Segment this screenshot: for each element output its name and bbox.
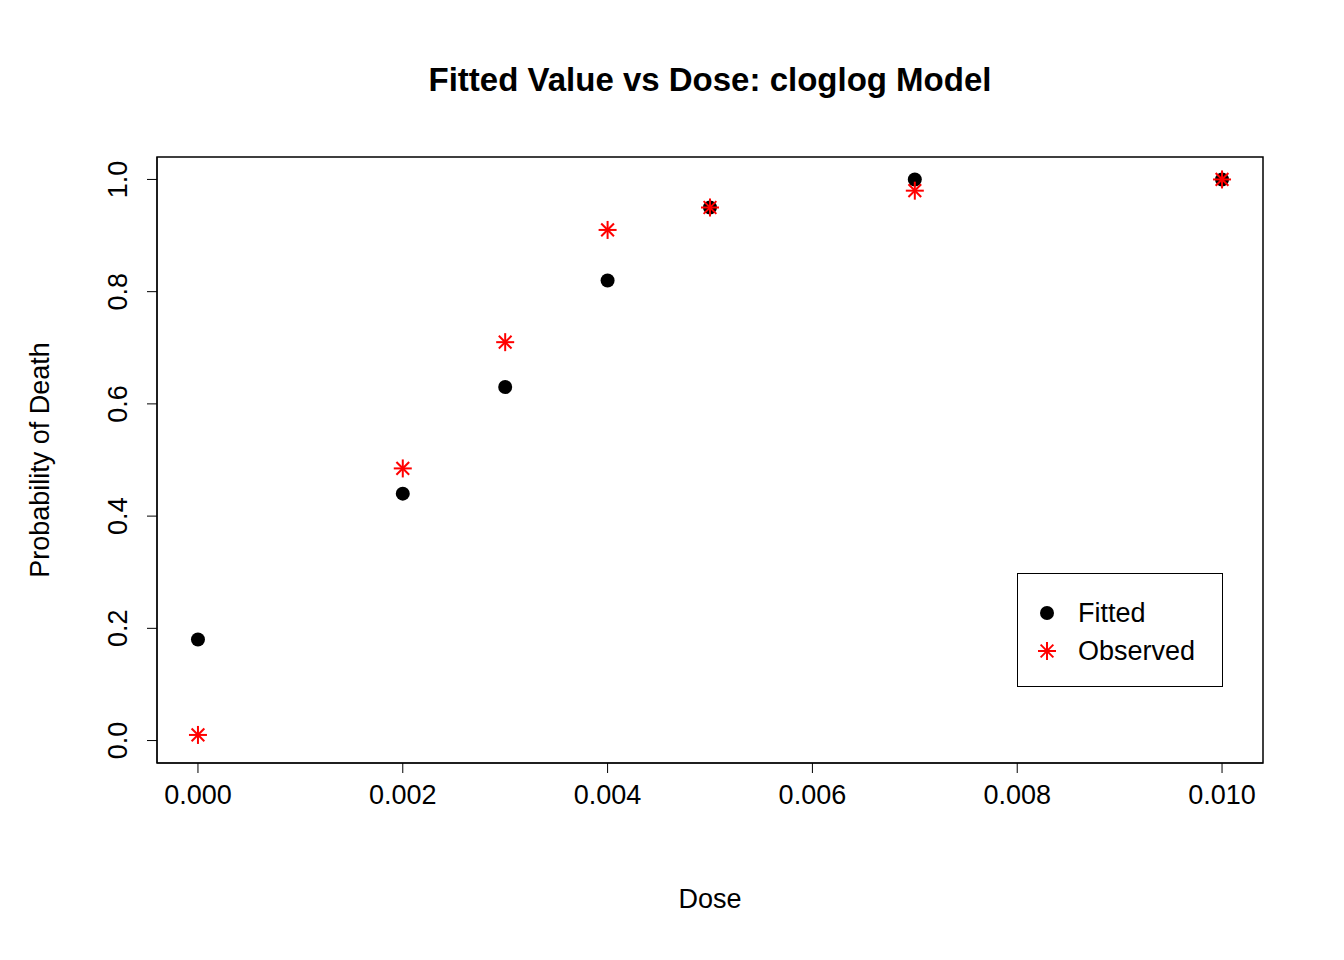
- html-text:Probability of Death: Probability of Death: [25, 342, 55, 578]
- svg-text:0.2: 0.2: [103, 610, 133, 648]
- svg-text:0.0: 0.0: [103, 722, 133, 760]
- svg-text:0.002: 0.002: [369, 780, 437, 810]
- html-text:Observed: Observed: [1078, 635, 1196, 666]
- svg-text:0.8: 0.8: [103, 273, 133, 311]
- svg-text:0.000: 0.000: [164, 780, 232, 810]
- svg-text:1.0: 1.0: [103, 161, 133, 199]
- svg-text:0.010: 0.010: [1188, 780, 1256, 810]
- svg-text:0.4: 0.4: [103, 497, 133, 535]
- svg-text:0.004: 0.004: [574, 780, 642, 810]
- html-text:Dose: Dose: [678, 884, 742, 914]
- html-text:Fitted: Fitted: [1078, 597, 1146, 628]
- svg-text:0.006: 0.006: [779, 780, 847, 810]
- html-text:Fitted Value vs Dose: cloglog: Fitted Value vs Dose: cloglog Model: [428, 61, 992, 98]
- svg-text:0.008: 0.008: [983, 780, 1051, 810]
- svg-text:0.6: 0.6: [103, 385, 133, 423]
